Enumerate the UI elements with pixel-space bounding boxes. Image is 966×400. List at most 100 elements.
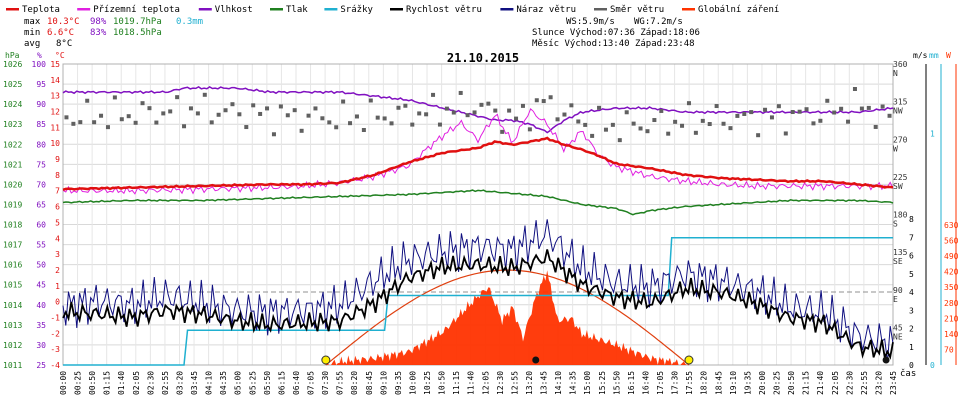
wind-dir-point [797,109,802,114]
wind-dir-point [880,104,885,109]
wind-dir-point [534,98,539,103]
tick-x: 20:00 [758,371,767,395]
wind-dir-point [645,129,650,134]
wind-dir-point [230,102,235,107]
wind-dir-point [99,113,104,118]
axis-mm-label: mm [929,51,939,60]
wind-dir-point [223,108,228,113]
wind-dir-point [216,112,221,117]
wind-dir-point [680,123,685,128]
tick-w: 490 [944,252,959,261]
wind-dir-point [673,119,678,124]
tick-ms: 0 [909,361,914,370]
tick-w: 280 [944,299,959,308]
tick-x: 23:45 [889,371,898,395]
tick-x: 01:40 [117,371,126,395]
wind-dir-point [119,117,124,122]
tick-dir: SE [893,257,903,266]
wind-dir-point [493,108,498,113]
tick-x: 22:55 [860,371,869,395]
wind-dir-point [714,104,719,109]
wind-dir-point [638,126,643,131]
wind-dir-point [721,121,726,126]
tick-x: 19:35 [743,371,752,395]
series-teplota [62,136,894,191]
tick-temp: 15 [50,60,60,69]
legend-swatch-6 [500,8,514,11]
wind-dir-point [583,122,588,127]
tick-x: 12:55 [510,371,519,395]
wind-dir-point [431,92,436,97]
tick-x: 06:15 [277,371,286,395]
tick-hpa: 1026 [3,60,22,69]
legend-label-5: Rychlost větru [406,5,482,15]
wind-dir-point [417,111,422,116]
wind-dir-point [776,104,781,109]
wind-dir-point [617,138,622,143]
wind-dir-point [437,122,442,127]
legend-label-7: Směr větru [610,5,664,15]
legend-label-1: Přízemní teplota [93,5,180,15]
wind-dir-point [161,111,166,116]
tick-pct: 80 [36,140,46,149]
wind-dir-point [140,101,145,106]
wind-dir-point [555,117,560,122]
tick-temp: -3 [50,345,60,354]
wind-dir-point [659,108,664,113]
series-vlhkost [62,86,894,134]
info-wg: WG:7.2m/s [634,17,683,27]
wind-dir-point [354,114,359,119]
tick-x: 21:15 [802,371,811,395]
wind-dir-point [265,106,270,111]
stat-max-label: max [24,17,41,27]
wind-dir-point [610,122,615,127]
tick-temp: 13 [50,92,60,101]
tick-x: 14:35 [569,371,578,395]
wind-dir-point [693,130,698,135]
legend-label-3: Tlak [286,5,308,15]
series-tlak [62,189,894,216]
axes: hPa% °C1026102510241023102210211020101910… [3,51,959,395]
wind-dir-point [458,90,463,95]
tick-x: 19:10 [729,371,738,395]
wind-dir-point [202,92,207,97]
series-náraz-větru [62,219,894,363]
wind-dir-point [313,106,318,111]
tick-x: 22:05 [831,371,840,395]
tick-x: 05:50 [263,371,272,395]
axis-w-label: W [946,51,951,60]
tick-hpa: 1022 [3,140,22,149]
tick-hpa: 1018 [3,221,22,230]
wind-dir-point [182,124,187,129]
tick-x: 12:30 [496,371,505,395]
wind-dir-point [749,110,754,115]
tick-ms: 8 [909,215,914,224]
tick-ms: 6 [909,252,914,261]
info-block: WS:5.9m/s WG:7.2m/s Slunce Východ:07:36 … [532,17,700,49]
tick-temp: 12 [50,108,60,117]
legend-swatch-8 [682,8,695,11]
stat-avg-label: avg [24,39,40,49]
stats-block: max 10.3°C 98% 1019.7hPa 0.3mm min 6.6°C… [24,17,203,49]
tick-x: 05:00 [234,371,243,395]
info-ws: WS:5.9m/s [566,17,615,27]
wind-dir-point [168,109,173,114]
tick-x: 09:35 [394,371,403,395]
wind-dir-point [306,113,311,118]
tick-temp: 6 [55,203,60,212]
tick-hpa: 1014 [3,301,22,310]
wind-dir-point [707,122,712,127]
tick-hpa: 1024 [3,100,22,109]
tick-x: 10:50 [438,371,447,395]
tick-w: 70 [944,345,954,354]
tick-temp: 4 [55,234,60,243]
wind-dir-point [569,103,574,108]
legend-label-4: Srážky [340,5,373,15]
tick-dir: 180 [893,211,908,220]
axis-hpa-label: hPa [5,51,20,60]
wind-dir-point [348,121,353,126]
wind-dir-point [334,125,339,130]
tick-x: 18:20 [700,371,709,395]
stat-max-rain: 0.3mm [176,17,203,27]
tick-hpa: 1021 [3,160,22,169]
